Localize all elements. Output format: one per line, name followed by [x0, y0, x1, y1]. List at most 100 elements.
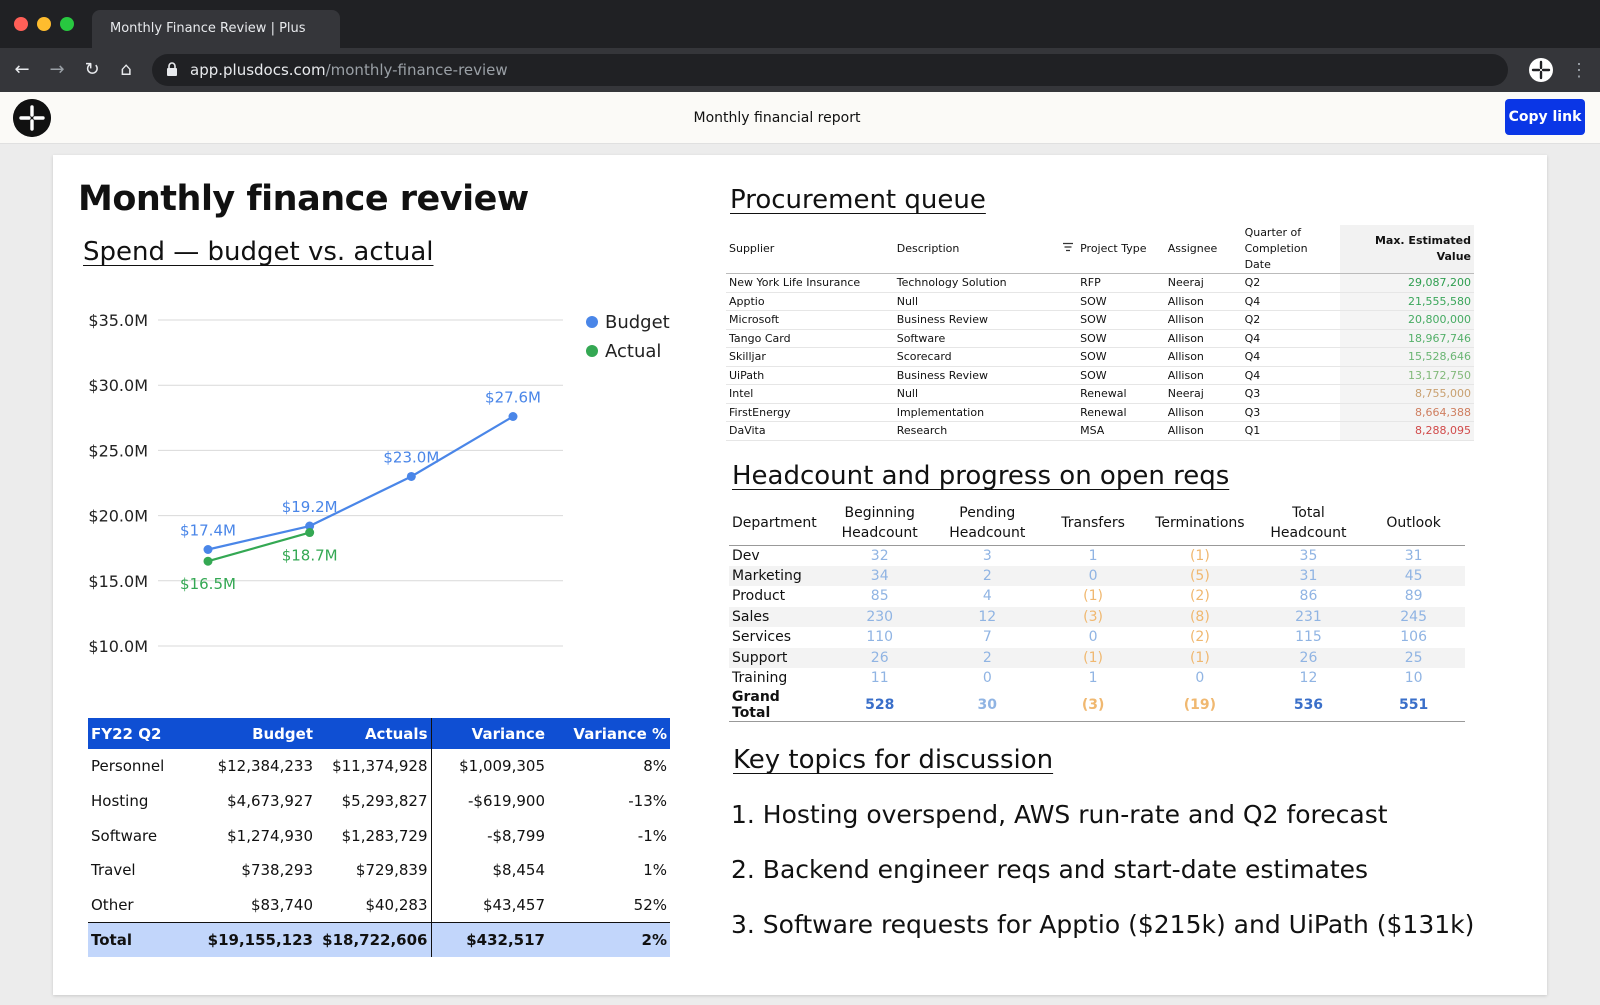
- browser-titlebar: Monthly Finance Review | Plus: [0, 0, 1600, 48]
- tab-title: Monthly Finance Review | Plus: [110, 21, 306, 36]
- maximize-window-button[interactable]: [60, 17, 74, 31]
- procurement-cell: Allison: [1164, 366, 1242, 385]
- headcount-cell: 0: [982, 670, 992, 687]
- procurement-cell: 13,172,750: [1339, 366, 1474, 385]
- table-row: UiPath Business Review SOW Allison Q4 13,172,…: [726, 366, 1474, 385]
- table-row: Intel Null Renewal Neeraj Q3 8,755,000: [726, 384, 1474, 404]
- y-tick-label: $10.0M: [88, 637, 148, 656]
- headcount-cell: 115: [1295, 629, 1322, 646]
- finance-cell: $738,293: [241, 861, 313, 880]
- address-bar[interactable]: app.plusdocs.com/monthly-finance-review: [152, 54, 1508, 86]
- plus-extension-icon[interactable]: [1529, 58, 1553, 82]
- procurement-cell: FirstEnergy: [726, 403, 894, 422]
- procurement-cell: Neeraj: [1164, 384, 1242, 404]
- table-row: FirstEnergy Implementation Renewal Allison Q…: [726, 403, 1474, 422]
- procurement-cell: Allison: [1164, 310, 1242, 330]
- back-arrow-icon[interactable]: ←: [14, 59, 30, 80]
- y-tick-label: $15.0M: [88, 572, 148, 591]
- headcount-cell: 536: [1254, 688, 1363, 722]
- procurement-cell: New York Life Insurance: [726, 273, 894, 293]
- browser-tab[interactable]: Monthly Finance Review | Plus: [92, 10, 340, 48]
- forward-arrow-icon[interactable]: →: [49, 59, 65, 80]
- headcount-cell: 26: [1254, 647, 1363, 668]
- table-row: New York Life Insurance Technology Soluti…: [726, 273, 1474, 293]
- table-row: Marketing 34 2 0 (5) 31 45: [729, 565, 1465, 586]
- finance-cell: 1%: [643, 861, 667, 880]
- topics-section-title: Key topics for discussion: [733, 745, 1054, 775]
- procurement-cell: RFP: [1077, 273, 1165, 293]
- procurement-cell: Research: [893, 421, 1078, 441]
- headcount-cell: Product: [732, 588, 786, 605]
- data-label-budget: $23.0M: [383, 448, 439, 466]
- finance-cell: $83,740: [250, 895, 313, 914]
- procurement-cell: Q4: [1241, 347, 1340, 367]
- headcount-header-cell: Total Headcount: [1254, 501, 1363, 546]
- procurement-cell: Intel: [726, 384, 894, 404]
- procurement-header-label: Quarter of Completion Date: [1244, 226, 1308, 271]
- procurement-cell: 18,967,746: [1339, 329, 1474, 348]
- headcount-header-cell: Terminations: [1145, 501, 1255, 546]
- url-text: app.plusdocs.com/monthly-finance-review: [190, 61, 508, 79]
- procurement-cell: Null: [893, 292, 1078, 311]
- finance-cell: 52%: [633, 895, 667, 914]
- headcount-cell: 106: [1400, 629, 1427, 646]
- copy-link-button[interactable]: Copy link: [1505, 99, 1585, 135]
- procurement-cell: Scorecard: [893, 347, 1078, 367]
- headcount-cell: 45: [1362, 565, 1465, 586]
- finance-cell: $40,283: [316, 887, 432, 923]
- procurement-cell: SOW: [1077, 366, 1165, 385]
- headcount-header-cell: Transfers: [1041, 501, 1146, 546]
- procurement-cell: Allison: [1164, 403, 1242, 422]
- home-icon[interactable]: ⌂: [120, 59, 132, 80]
- procurement-cell: SOW: [1077, 329, 1165, 348]
- procurement-cell: Allison: [1164, 421, 1242, 441]
- procurement-header-cell: Project Type: [1077, 225, 1165, 274]
- more-menu-icon[interactable]: ⋮: [1570, 60, 1588, 80]
- headcount-cell: Training: [732, 670, 788, 687]
- procurement-table: Supplier Description Project Type Assignee Q…: [726, 225, 1474, 441]
- legend-marker-budget: [586, 316, 598, 328]
- procurement-header-cell: Supplier: [726, 225, 894, 274]
- close-window-button[interactable]: [14, 17, 28, 31]
- finance-cell: -$619,900: [468, 792, 545, 811]
- data-point-budget: [406, 471, 416, 481]
- procurement-cell: 8,664,388: [1339, 403, 1474, 422]
- headcount-cell: 85: [870, 588, 889, 605]
- finance-cell: $5,293,827: [316, 783, 432, 819]
- procurement-header-label: Description: [896, 242, 960, 255]
- minimize-window-button[interactable]: [37, 17, 51, 31]
- finance-header-cell: Variance %: [548, 718, 670, 749]
- y-tick-label: $35.0M: [88, 311, 148, 330]
- procurement-header-cell: Assignee: [1164, 225, 1242, 274]
- sort-icon[interactable]: [1062, 242, 1074, 252]
- procurement-cell: Q3: [1241, 403, 1340, 422]
- finance-cell: $4,673,927: [227, 792, 313, 811]
- headcount-cell: 231: [1254, 606, 1363, 627]
- headcount-cell: 12: [933, 606, 1042, 627]
- table-row: Training 11 0 1 0 12 10: [729, 668, 1465, 689]
- procurement-cell: Apptio: [726, 292, 894, 311]
- headcount-table-header: Department Beginning Headcount Pending Hea…: [729, 501, 1465, 546]
- finance-header-cell: Actuals: [316, 718, 432, 749]
- headcount-cell: 2: [933, 647, 1042, 668]
- table-row: Support 26 2 (1) (1) 26 25: [729, 647, 1465, 668]
- finance-table-header: FY22 Q2 Budget Actuals Variance Variance %: [88, 718, 670, 749]
- procurement-cell: Business Review: [893, 366, 1078, 385]
- headcount-cell: Sales: [729, 606, 826, 627]
- plus-logo-icon[interactable]: [13, 99, 51, 137]
- procurement-table-header: Supplier Description Project Type Assignee Q…: [726, 225, 1474, 274]
- procurement-cell: Technology Solution: [893, 273, 1078, 293]
- table-row: Travel $738,293 $729,839 $8,454 1%: [88, 853, 670, 888]
- procurement-cell: Q4: [1241, 366, 1340, 385]
- headcount-cell: 34: [825, 565, 934, 586]
- headcount-cell: Grand Total: [729, 688, 826, 722]
- reload-icon[interactable]: ↻: [84, 59, 100, 80]
- procurement-cell: MSA: [1077, 421, 1165, 441]
- headcount-section-title: Headcount and progress on open reqs: [732, 461, 1230, 491]
- finance-cell: Hosting: [91, 792, 149, 811]
- procurement-cell: Q4: [1241, 329, 1340, 348]
- table-row: Services 110 7 0 (2) 115 106: [729, 627, 1465, 648]
- data-point-actual: [203, 556, 213, 566]
- finance-cell: $729,839: [316, 853, 432, 888]
- procurement-cell: Null: [893, 384, 1078, 404]
